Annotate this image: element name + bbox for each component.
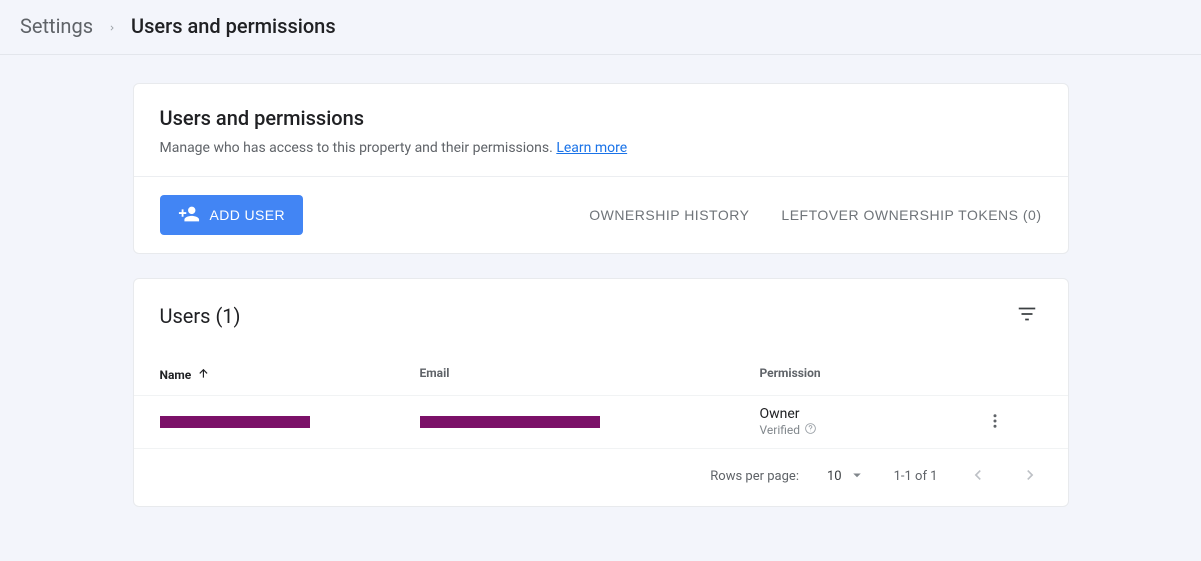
column-name[interactable]: Name: [160, 366, 420, 383]
rows-per-page-label: Rows per page:: [710, 469, 799, 484]
cell-name: [160, 416, 420, 428]
chevron-right-icon: [107, 14, 117, 38]
cell-email: [420, 416, 760, 428]
sort-asc-icon: [197, 366, 211, 383]
leftover-tokens-button[interactable]: LEFTOVER OWNERSHIP TOKENS (0): [781, 207, 1041, 223]
users-heading: Users (1): [160, 304, 241, 328]
panel-description: Manage who has access to this property a…: [160, 140, 1042, 156]
panel-title: Users and permissions: [160, 106, 1042, 130]
redacted-email: [420, 416, 600, 428]
users-table-card: Users (1) Name Email: [133, 278, 1069, 507]
redacted-name: [160, 416, 310, 428]
filter-button[interactable]: [1012, 299, 1042, 332]
permissions-panel: Users and permissions Manage who has acc…: [133, 83, 1069, 254]
page-range: 1-1 of 1: [894, 469, 938, 484]
dropdown-icon: [848, 466, 866, 488]
learn-more-link[interactable]: Learn more: [556, 140, 627, 156]
ownership-history-button[interactable]: OWNERSHIP HISTORY: [589, 207, 749, 223]
prev-page-button[interactable]: [966, 463, 990, 490]
table-header: Name Email Permission: [134, 352, 1068, 395]
rows-per-page-select[interactable]: 10: [827, 466, 866, 488]
pagination: Rows per page: 10 1-1 of 1: [134, 448, 1068, 506]
more-vert-icon: [986, 418, 1004, 433]
chevron-right-icon: [1020, 473, 1040, 488]
column-permission[interactable]: Permission: [760, 366, 982, 383]
chevron-left-icon: [968, 473, 988, 488]
next-page-button[interactable]: [1018, 463, 1042, 490]
cell-permission: Owner Verified: [760, 406, 982, 438]
breadcrumb: Settings Users and permissions: [0, 0, 1201, 55]
help-icon[interactable]: [804, 422, 817, 438]
filter-icon: [1016, 313, 1038, 328]
table-row: Owner Verified: [134, 395, 1068, 448]
users-table: Name Email Permission: [134, 352, 1068, 506]
breadcrumb-current: Users and permissions: [131, 14, 336, 38]
add-user-button[interactable]: ADD USER: [160, 195, 304, 235]
column-email[interactable]: Email: [420, 366, 760, 383]
row-menu-button[interactable]: [982, 408, 1008, 437]
breadcrumb-parent[interactable]: Settings: [20, 14, 93, 38]
person-add-icon: [178, 203, 200, 228]
